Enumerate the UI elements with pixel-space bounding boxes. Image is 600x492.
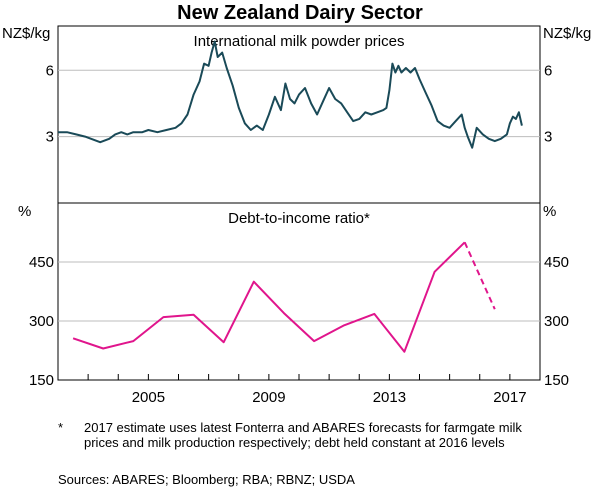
x-tick-label: 2009 <box>252 389 285 406</box>
bottom-ytick-right: 450 <box>544 254 569 271</box>
top-series-line <box>58 40 523 149</box>
x-tick-label: 2013 <box>373 389 406 406</box>
x-axis: 2005 2009 2013 2017 <box>57 374 541 406</box>
top-unit-right: NZ$/kg <box>543 25 591 42</box>
bottom-panel-title: Debt-to-income ratio* <box>228 210 370 227</box>
footnote-marker: * <box>58 420 64 435</box>
top-grid: 3 3 6 6 <box>46 62 553 145</box>
sources: Sources: ABARES; Bloomberg; RBA; RBNZ; U… <box>58 472 355 487</box>
x-tick-label: 2005 <box>132 389 165 406</box>
bottom-series-line <box>72 241 466 353</box>
x-tick-label: 2017 <box>493 389 526 406</box>
chart-title: New Zealand Dairy Sector <box>177 2 423 24</box>
bottom-series <box>72 241 496 353</box>
top-ytick-left: 6 <box>46 62 54 79</box>
footnote: * 2017 estimate uses latest Fonterra and… <box>58 420 548 450</box>
top-ytick-left: 3 <box>46 129 54 146</box>
bottom-ytick-right: 300 <box>544 313 569 330</box>
bottom-ytick-left: 450 <box>29 254 54 271</box>
bottom-unit-right: % <box>543 203 556 220</box>
top-panel-title: International milk powder prices <box>194 33 405 50</box>
top-ytick-right: 3 <box>544 129 552 146</box>
top-ytick-right: 6 <box>544 62 552 79</box>
top-series <box>58 40 523 149</box>
bottom-ytick-left: 150 <box>29 372 54 389</box>
chart: New Zealand Dairy Sector International m… <box>2 2 591 406</box>
bottom-grid: 150 150 300 300 450 450 <box>29 254 569 389</box>
footnote-text: 2017 estimate uses latest Fonterra and A… <box>84 420 522 450</box>
bottom-ytick-right: 150 <box>544 372 569 389</box>
bottom-unit-left: % <box>18 203 31 220</box>
top-unit-left: NZ$/kg <box>2 25 50 42</box>
bottom-ytick-left: 300 <box>29 313 54 330</box>
bottom-series-estimate-line <box>463 241 496 310</box>
